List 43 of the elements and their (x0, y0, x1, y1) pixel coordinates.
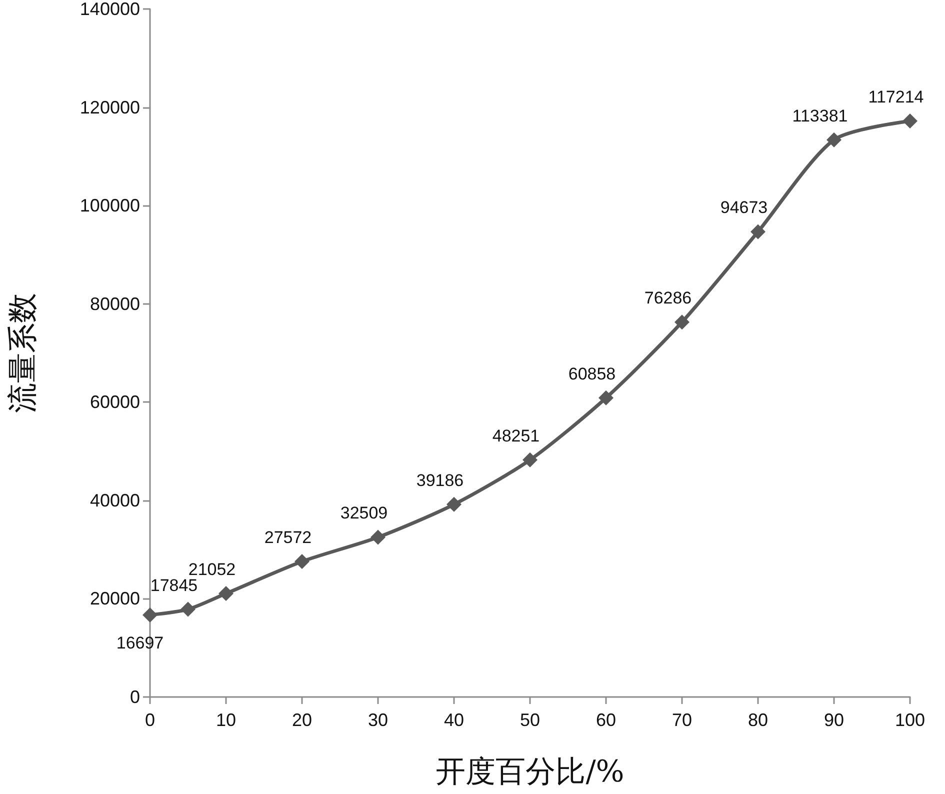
y-tick-label: 40000 (90, 490, 140, 510)
data-label: 60858 (568, 364, 616, 384)
point (294, 554, 310, 570)
point (446, 496, 462, 512)
point (674, 314, 690, 330)
x-tick-label: 80 (748, 710, 768, 730)
data-label: 94673 (720, 198, 768, 218)
data-label: 16697 (116, 633, 164, 652)
point (902, 113, 918, 128)
data-label: 76286 (644, 288, 692, 308)
x-tick-label: 0 (144, 710, 156, 730)
point (218, 586, 234, 602)
y-tick-label: 120000 (80, 97, 140, 118)
point (750, 224, 766, 240)
point (180, 602, 196, 617)
x-axis-title: 开度百分比/% (436, 754, 624, 790)
x-tick-label: 10 (216, 710, 236, 730)
x-tick-label: 40 (444, 710, 464, 730)
x-tick-label: 60 (596, 710, 616, 730)
x-tick-label: 70 (672, 710, 692, 730)
y-tick-label: 100000 (80, 196, 140, 216)
y-tick-label: 0 (130, 687, 140, 707)
data-label: 27572 (264, 528, 312, 548)
y-tick-label: 60000 (90, 392, 140, 412)
data-label: 117214 (868, 87, 924, 106)
data-label: 32509 (340, 504, 388, 523)
point (598, 390, 614, 406)
x-tick-label: 90 (824, 710, 844, 730)
data-label: 113381 (792, 106, 848, 126)
data-label: 48251 (492, 426, 540, 446)
x-tick-label: 30 (368, 710, 388, 730)
y-tick-label: 140000 (80, 0, 140, 19)
y-tick-label: 20000 (90, 588, 140, 609)
x-tick-label: 20 (292, 710, 312, 730)
point (370, 530, 386, 545)
point (826, 132, 842, 148)
point (142, 607, 158, 622)
point (522, 452, 538, 468)
data-label: 39186 (416, 470, 464, 490)
x-tick-label: 50 (520, 710, 540, 730)
y-axis-title: 流量系数 (6, 293, 40, 413)
y-tick-label: 80000 (90, 294, 140, 314)
x-tick-label: 100 (894, 710, 926, 730)
